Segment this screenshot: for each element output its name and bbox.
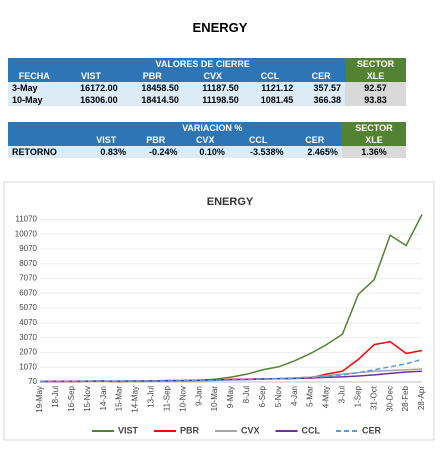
x-tick-label: 14-May <box>131 386 140 413</box>
y-tick-label: 10070 <box>15 229 38 238</box>
y-tick-label: 1070 <box>19 362 37 371</box>
y-tick-label: 8070 <box>19 259 37 268</box>
y-tick-label: 2070 <box>19 348 37 357</box>
cell: SECTOR <box>341 122 406 134</box>
cell: PBR <box>121 70 183 82</box>
row: FECHA VIST PBR CVX CCL CER XLE <box>8 70 406 82</box>
x-tick-label: 16-Sep <box>67 385 76 411</box>
x-tick-label: 3-Jul <box>338 386 347 404</box>
x-tick-label: 31-Oct <box>369 385 378 410</box>
chart-frame <box>3 181 435 441</box>
return-table: VARIACION % SECTOR VIST PBR CVX CCL CER XLE RETO… <box>8 122 406 158</box>
cell: 10-May <box>8 94 61 106</box>
page-title: ENERGY <box>192 20 248 35</box>
x-tick-label: 10-Nov <box>178 386 187 412</box>
x-tick-label: 10-Mar <box>210 386 219 412</box>
chart: ENERGY 70 1070 2070 3070 4070 5070 6070 7070 807… <box>3 181 435 441</box>
cell: CER <box>297 70 345 82</box>
chart-title: ENERGY <box>207 196 254 208</box>
x-tick-label: 28-Apr <box>417 386 426 410</box>
x-tick-label: 15-Mar <box>115 386 124 412</box>
cell: 2.465% <box>287 146 342 158</box>
y-tick-label: 5070 <box>19 303 37 312</box>
row: 10-May 16306.00 18414.50 11198.50 1081.45 366… <box>8 94 406 106</box>
closing-table: VALORES DE CIERRE SECTOR FECHA VIST PBR CVX CC… <box>8 58 406 106</box>
x-tick-label: 9-May <box>226 386 235 408</box>
legend-label: CCL <box>302 425 321 435</box>
y-tick-label: 11070 <box>15 215 37 224</box>
cell: VIST <box>60 70 122 82</box>
cell: XLE <box>341 134 406 146</box>
legend-label: PBR <box>180 425 200 435</box>
cell: 0.83% <box>82 146 130 158</box>
cell: -0.24% <box>129 146 182 158</box>
x-tick-label: 14-Jan <box>99 386 108 410</box>
cell: 0.10% <box>181 146 229 158</box>
cell: CCL <box>228 134 288 146</box>
x-tick-label: 4-May <box>322 386 331 408</box>
cell <box>8 122 83 134</box>
cell: CCL <box>242 70 298 82</box>
cell: VIST <box>82 134 130 146</box>
row: VARIACION % SECTOR <box>8 122 406 134</box>
cell: 92.57 <box>344 82 406 94</box>
cell: 93.83 <box>344 94 406 106</box>
cell: CER <box>287 134 342 146</box>
x-tick-label: 13-Jul <box>147 386 156 408</box>
cell: CVX <box>182 70 243 82</box>
legend-label: CER <box>362 425 382 435</box>
cell: SECTOR <box>344 58 406 70</box>
row: RETORNO 0.83% -0.24% 0.10% -3.538% 2.465% 1.36… <box>8 146 406 158</box>
x-tick-label: 5-Mar <box>306 386 315 407</box>
x-tick-label: 18-Jul <box>51 386 60 408</box>
row: VIST PBR CVX CCL CER XLE <box>8 134 406 146</box>
cell: 357.57 <box>297 82 345 94</box>
cell: 11198.50 <box>182 94 243 106</box>
legend-label: VIST <box>118 425 139 435</box>
cell: -3.538% <box>228 146 288 158</box>
y-tick-label: 4070 <box>19 318 37 327</box>
x-tick-label: 28-Feb <box>401 385 410 411</box>
cell: 18458.50 <box>121 82 183 94</box>
cell: 1081.45 <box>242 94 298 106</box>
x-tick-label: 5-Nov <box>274 386 283 407</box>
cell: 1.36% <box>341 146 406 158</box>
x-tick-label: 19-May <box>35 386 44 413</box>
x-tick-label: 1-Sep <box>353 385 362 407</box>
x-tick-label: 6-Sep <box>258 385 267 407</box>
x-tick-label: 8-Jul <box>242 386 251 404</box>
cell <box>8 134 83 146</box>
y-tick-label: 9070 <box>19 244 37 253</box>
cell: 18414.50 <box>121 94 183 106</box>
cell: PBR <box>129 134 182 146</box>
x-tick-label: 30-Dec <box>385 386 394 412</box>
cell: 16306.00 <box>60 94 122 106</box>
cell: 16172.00 <box>60 82 122 94</box>
cell: 3-May <box>8 82 61 94</box>
cell <box>8 58 61 70</box>
row: 3-May 16172.00 18458.50 11187.50 1121.12 357.… <box>8 82 406 94</box>
y-tick-label: 70 <box>28 377 37 386</box>
cell: FECHA <box>8 70 61 82</box>
cell: 1121.12 <box>242 82 298 94</box>
series-line <box>39 370 423 383</box>
x-tick-label: 9-Jan <box>194 386 203 406</box>
y-tick-label: 7070 <box>19 274 37 283</box>
cell: 366.38 <box>297 94 345 106</box>
cell: 11187.50 <box>182 82 243 94</box>
x-tick-label: 15-Nov <box>83 386 92 412</box>
cell: RETORNO <box>8 146 83 158</box>
x-tick-label: 11-Sep <box>162 385 171 411</box>
cell: CVX <box>181 134 229 146</box>
y-tick-label: 6070 <box>19 288 37 297</box>
legend-label: CVX <box>241 425 260 435</box>
cell: VARIACION % <box>82 122 342 134</box>
row: VALORES DE CIERRE SECTOR <box>8 58 406 70</box>
cell: XLE <box>344 70 406 82</box>
x-tick-label: 4-Jan <box>290 386 299 406</box>
y-tick-label: 3070 <box>19 333 37 342</box>
cell: VALORES DE CIERRE <box>60 58 345 70</box>
